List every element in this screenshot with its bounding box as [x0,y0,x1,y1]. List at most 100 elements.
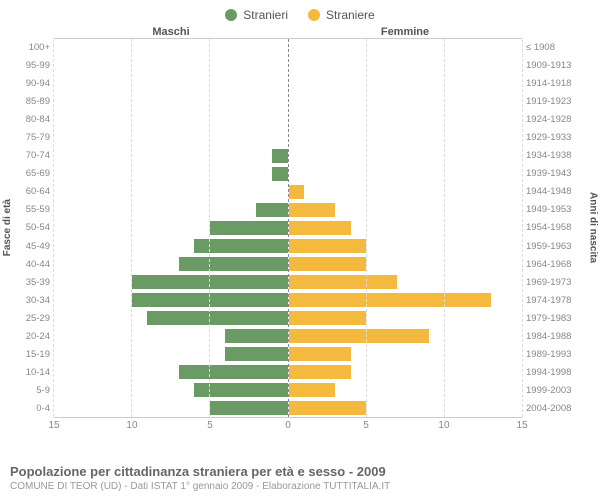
y-axis-label-right: Anni di nascita [586,38,600,418]
birth-tick: 1989-1993 [522,346,586,364]
birth-tick: 1934-1938 [522,147,586,165]
birth-tick: 1999-2003 [522,382,586,400]
birth-tick: 1969-1973 [522,273,586,291]
bar-row-female [289,309,523,327]
age-tick: 35-39 [14,273,54,291]
birth-tick: 1979-1983 [522,309,586,327]
plot-area [54,38,522,418]
header-female: Femmine [288,26,522,38]
bar-male [210,401,288,415]
chart-title: Popolazione per cittadinanza straniera p… [10,464,590,479]
bar-row-female [289,201,523,219]
bar-row-male [54,381,288,399]
bar-row-male [54,183,288,201]
bar-row-female [289,219,523,237]
bar-row-male [54,39,288,57]
bar-row-female [289,255,523,273]
bar-row-female [289,111,523,129]
bar-row-male [54,309,288,327]
bar-row-male [54,147,288,165]
age-tick: 50-54 [14,219,54,237]
bar-female [289,185,305,199]
birth-tick: 1949-1953 [522,201,586,219]
birth-tick: 2004-2008 [522,400,586,418]
age-tick: 90-94 [14,74,54,92]
age-tick: 55-59 [14,201,54,219]
age-tick: 30-34 [14,291,54,309]
legend-swatch-male [225,9,237,21]
bar-row-male [54,273,288,291]
age-tick: 80-84 [14,110,54,128]
bar-row-female [289,57,523,75]
bar-row-female [289,381,523,399]
male-half [54,39,289,417]
bar-row-female [289,327,523,345]
bar-female [289,311,367,325]
x-tick: 10 [126,420,137,431]
bar-row-female [289,93,523,111]
x-tick: 10 [438,420,449,431]
age-tick: 75-79 [14,128,54,146]
bar-male [225,347,287,361]
legend-item-female: Straniere [308,8,375,22]
bar-row-male [54,363,288,381]
legend-item-male: Stranieri [225,8,288,22]
bar-female [289,275,398,289]
age-tick: 15-19 [14,346,54,364]
bar-row-female [289,291,523,309]
birth-tick: 1939-1943 [522,165,586,183]
x-ticks: 15105051015 [54,420,522,434]
birth-tick: 1954-1958 [522,219,586,237]
birth-tick: 1914-1918 [522,74,586,92]
birth-tick: 1964-1968 [522,255,586,273]
age-tick: 95-99 [14,56,54,74]
bar-row-female [289,363,523,381]
bar-male [179,257,288,271]
bar-row-female [289,345,523,363]
female-half [289,39,523,417]
chart-footer: Popolazione per cittadinanza straniera p… [10,464,590,492]
bar-male [256,203,287,217]
header-male: Maschi [54,26,288,38]
bar-row-male [54,237,288,255]
bar-row-female [289,147,523,165]
bar-row-male [54,129,288,147]
bar-row-male [54,255,288,273]
bar-row-male [54,219,288,237]
legend: Stranieri Straniere [0,0,600,26]
age-tick: 40-44 [14,255,54,273]
x-tick: 15 [48,420,59,431]
birth-tick: 1984-1988 [522,328,586,346]
age-tick: 85-89 [14,92,54,110]
birth-tick: 1929-1933 [522,128,586,146]
bar-male [272,167,288,181]
age-tick: 20-24 [14,328,54,346]
y-axis-label-left: Fasce di età [0,38,14,418]
bar-row-male [54,75,288,93]
bar-male [210,221,288,235]
age-tick: 10-14 [14,364,54,382]
bar-male [194,383,287,397]
bar-row-male [54,345,288,363]
birth-tick: 1974-1978 [522,291,586,309]
bar-row-female [289,399,523,417]
bar-row-male [54,93,288,111]
bar-row-female [289,183,523,201]
column-headers: Maschi Femmine [0,26,600,38]
bar-row-female [289,39,523,57]
legend-swatch-female [308,9,320,21]
bar-male [132,275,288,289]
bar-female [289,383,336,397]
bar-row-female [289,273,523,291]
bar-row-female [289,237,523,255]
age-tick: 45-49 [14,237,54,255]
bar-row-male [54,111,288,129]
age-tick: 60-64 [14,183,54,201]
bar-row-male [54,399,288,417]
bar-female [289,329,429,343]
bar-row-female [289,75,523,93]
x-tick: 5 [207,420,213,431]
bar-male [179,365,288,379]
birth-tick: 1924-1928 [522,110,586,128]
birth-tick: 1944-1948 [522,183,586,201]
